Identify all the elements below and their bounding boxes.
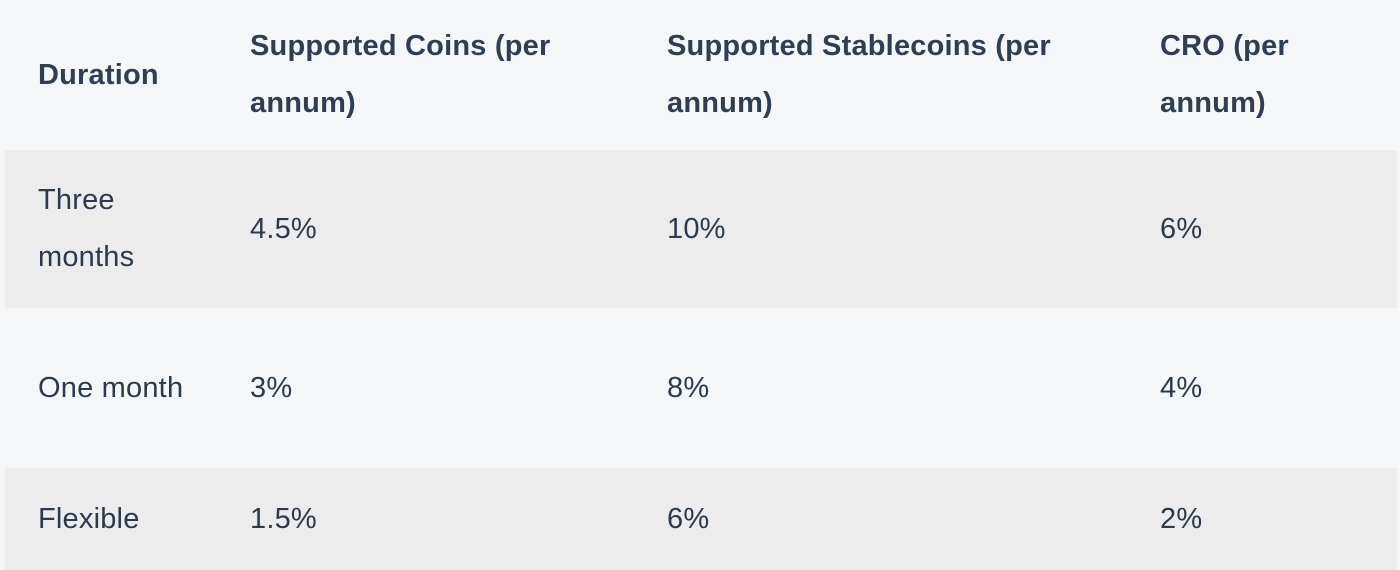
table-row: One month 3% 8% 4% (5, 308, 1397, 468)
staking-rates-table: Duration Supported Coins (per annum) Sup… (5, 0, 1397, 570)
cell-duration: One month (38, 371, 184, 404)
cell-duration: Flexible (38, 502, 140, 535)
header-cro: CRO (per annum) (1160, 30, 1289, 119)
table-row: Three months 4.5% 10% 6% (5, 150, 1397, 308)
cell-supported-coins-rate: 4.5% (250, 212, 317, 245)
header-duration: Duration (38, 58, 159, 91)
cell-stablecoins-rate: 8% (667, 371, 710, 404)
cell-duration: Three months (38, 184, 135, 273)
header-supported-coins: Supported Coins (per annum) (250, 30, 551, 119)
table-row: Flexible 1.5% 6% 2% (5, 468, 1397, 570)
cell-cro-rate: 6% (1160, 212, 1203, 245)
table-header-row: Duration Supported Coins (per annum) Sup… (5, 0, 1397, 150)
cell-supported-coins-rate: 3% (250, 371, 293, 404)
header-supported-stablecoins: Supported Stablecoins (per annum) (667, 30, 1051, 119)
cell-cro-rate: 4% (1160, 371, 1203, 404)
cell-stablecoins-rate: 10% (667, 212, 726, 245)
cell-stablecoins-rate: 6% (667, 502, 710, 535)
cell-supported-coins-rate: 1.5% (250, 502, 317, 535)
cell-cro-rate: 2% (1160, 502, 1203, 535)
